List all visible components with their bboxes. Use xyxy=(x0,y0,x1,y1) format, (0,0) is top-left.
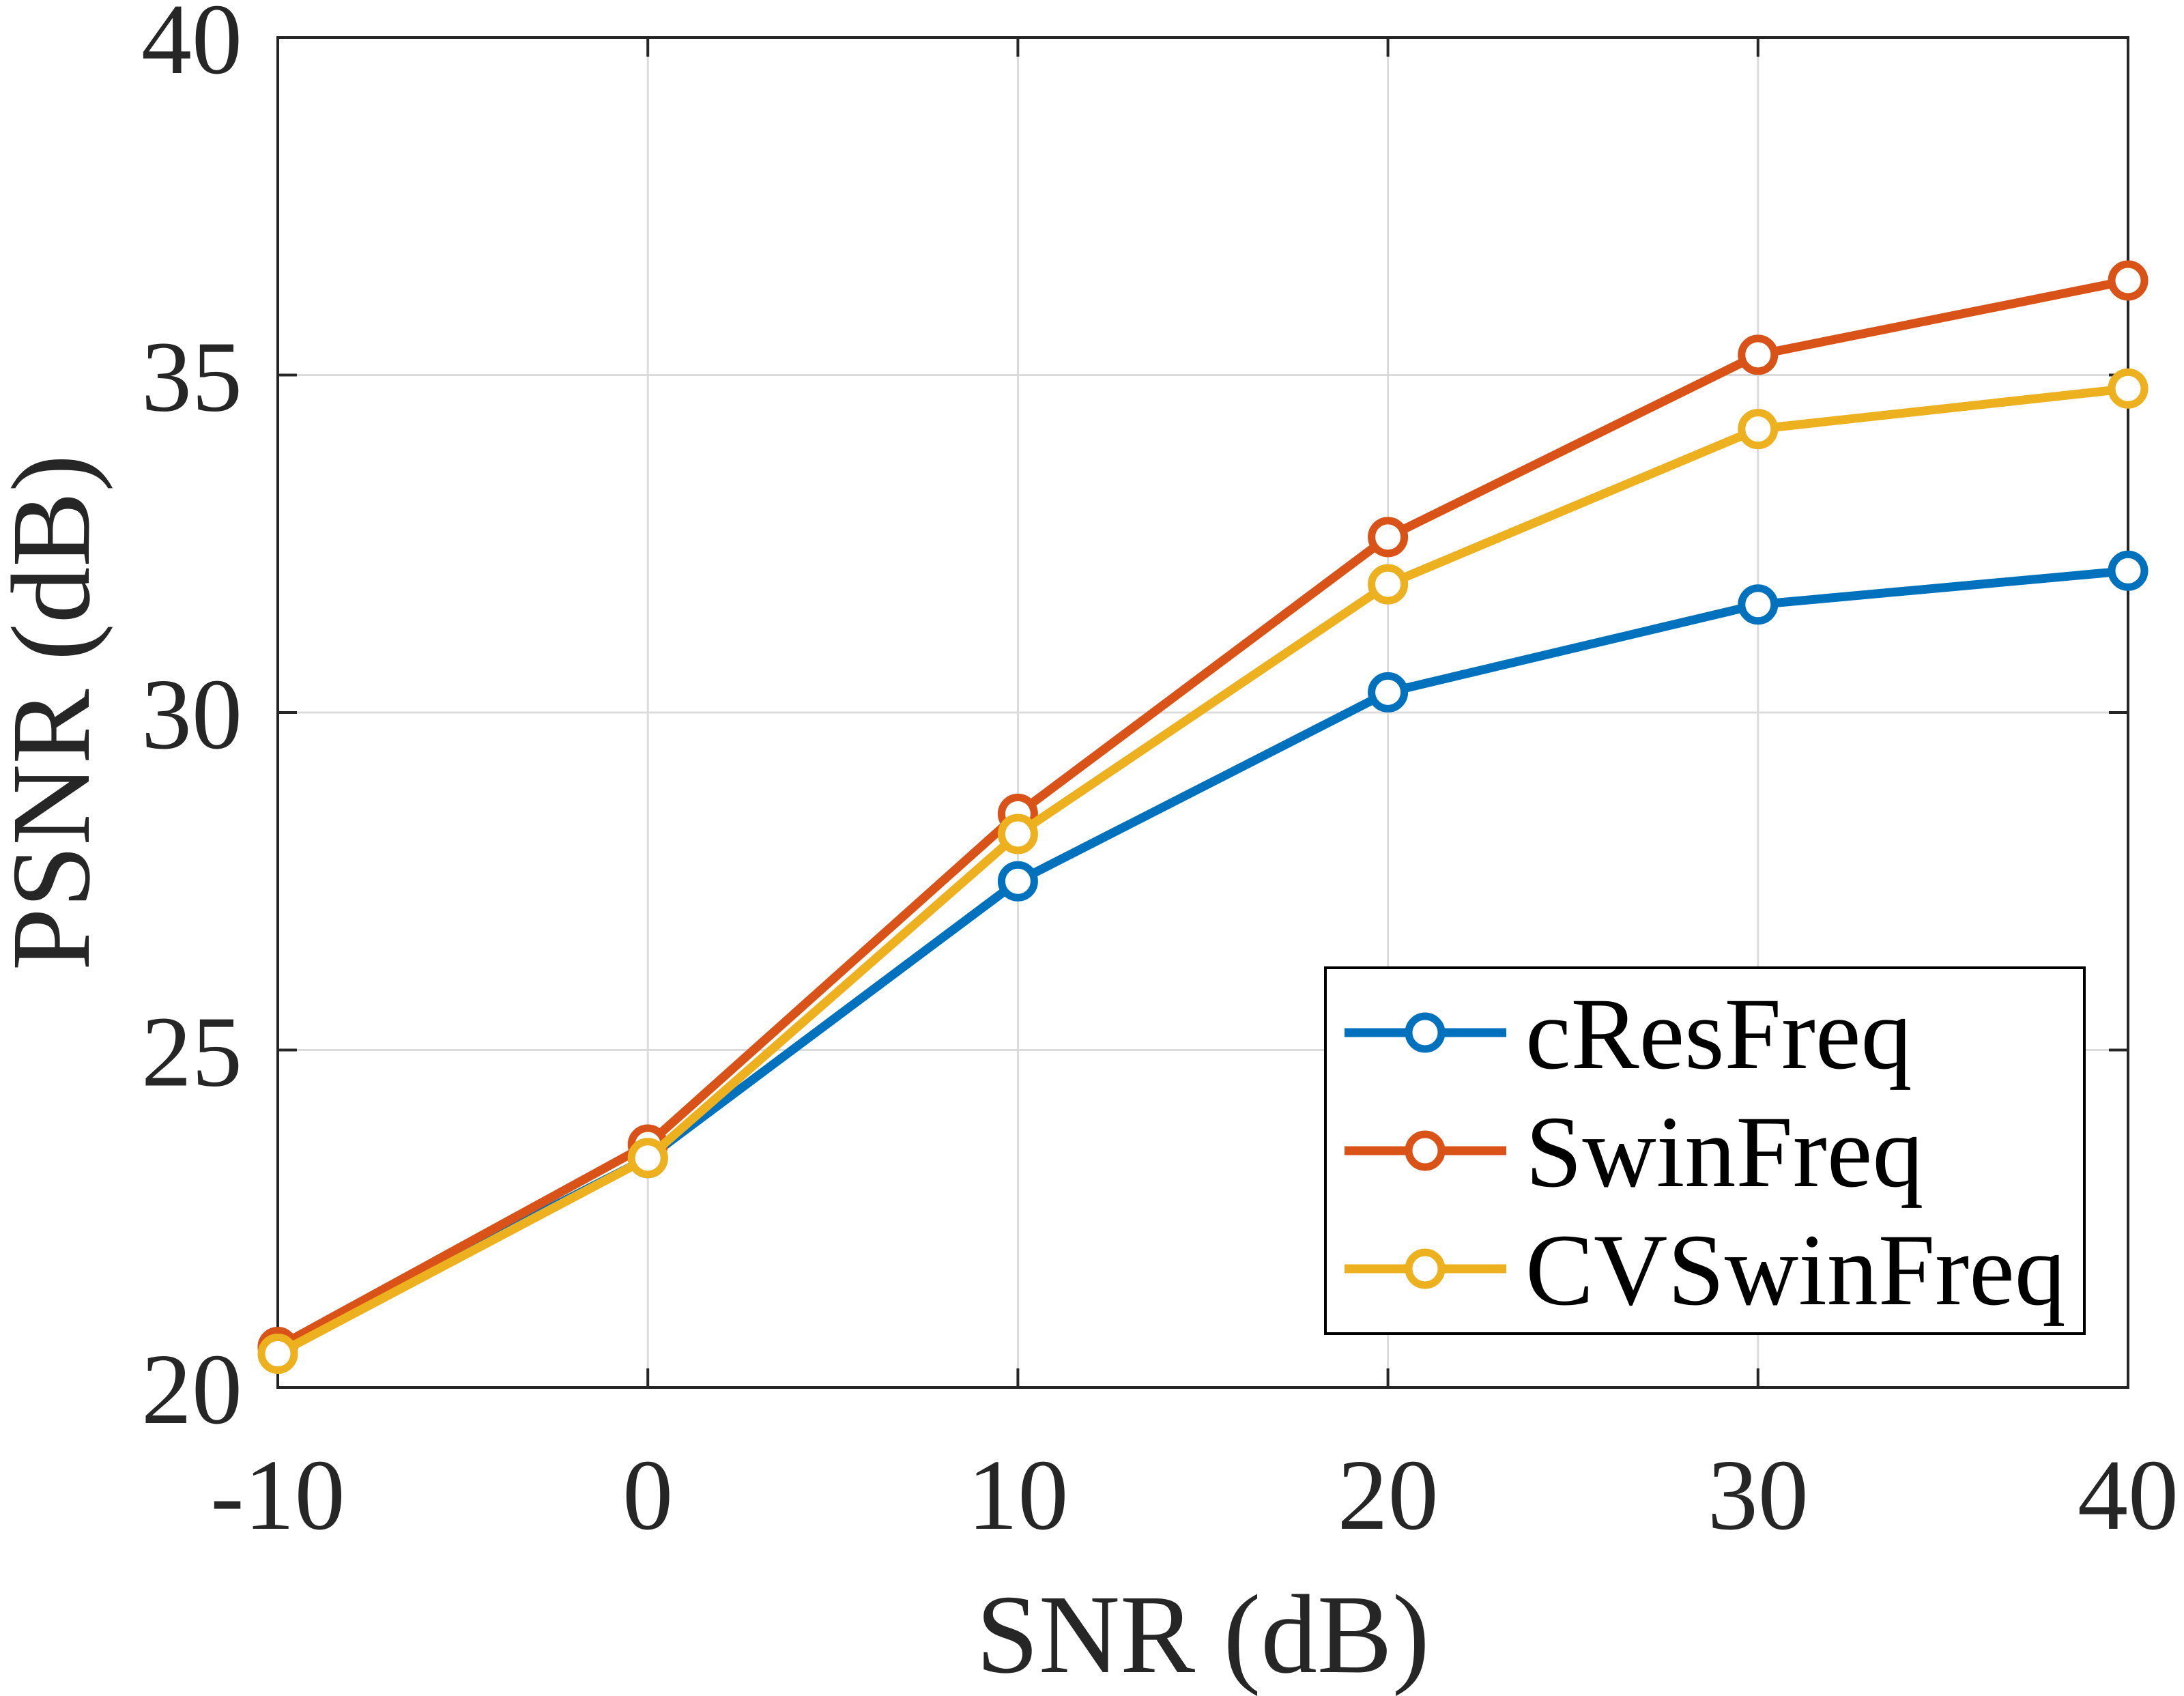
x-tick-label: 30 xyxy=(1708,1439,1809,1551)
legend-item: SwinFreq xyxy=(1345,1095,1923,1209)
legend-swatch-marker xyxy=(1405,1130,1446,1171)
data-point xyxy=(2108,260,2149,301)
legend-item: cResFreq xyxy=(1345,977,1912,1091)
data-point xyxy=(2108,550,2149,591)
data-point xyxy=(1368,672,1409,713)
data-point xyxy=(1738,584,1779,625)
legend-label: SwinFreq xyxy=(1525,1095,1923,1209)
x-tick-label: -10 xyxy=(210,1439,345,1551)
data-point xyxy=(1368,517,1409,558)
y-tick-labels: 20 25 30 35 40 xyxy=(141,0,242,1446)
series-CVSwinFreq xyxy=(257,368,2149,1375)
data-point xyxy=(997,861,1038,902)
data-point xyxy=(2108,368,2149,409)
x-axis-title: SNR (dB) xyxy=(976,1572,1430,1696)
y-tick-label: 40 xyxy=(141,0,242,96)
legend-item: CVSwinFreq xyxy=(1345,1213,2066,1327)
data-point xyxy=(257,1334,298,1375)
data-point xyxy=(1368,564,1409,605)
series-line xyxy=(275,384,2129,1358)
x-tick-label: 10 xyxy=(967,1439,1068,1551)
data-point xyxy=(1738,409,1779,450)
series-layer xyxy=(257,260,2149,1375)
y-tick-label: 30 xyxy=(141,659,242,771)
x-tick-label: 20 xyxy=(1338,1439,1439,1551)
data-point xyxy=(627,1138,668,1179)
data-point xyxy=(1738,334,1779,375)
data-point xyxy=(997,814,1038,854)
y-axis-title: PSNR (dB) xyxy=(0,455,113,971)
legend-swatch-marker xyxy=(1405,1248,1446,1289)
y-tick-label: 25 xyxy=(141,996,242,1108)
legend-swatch-marker xyxy=(1405,1012,1446,1053)
legend-label: CVSwinFreq xyxy=(1525,1213,2066,1327)
x-tick-label: 0 xyxy=(622,1439,673,1551)
x-tick-label: 40 xyxy=(2078,1439,2179,1551)
y-tick-label: 20 xyxy=(141,1334,242,1446)
series-line xyxy=(275,276,2129,1351)
x-tick-labels: -10 0 10 20 30 40 xyxy=(210,1439,2179,1551)
legend-label: cResFreq xyxy=(1525,977,1912,1091)
y-tick-label: 35 xyxy=(141,321,242,433)
